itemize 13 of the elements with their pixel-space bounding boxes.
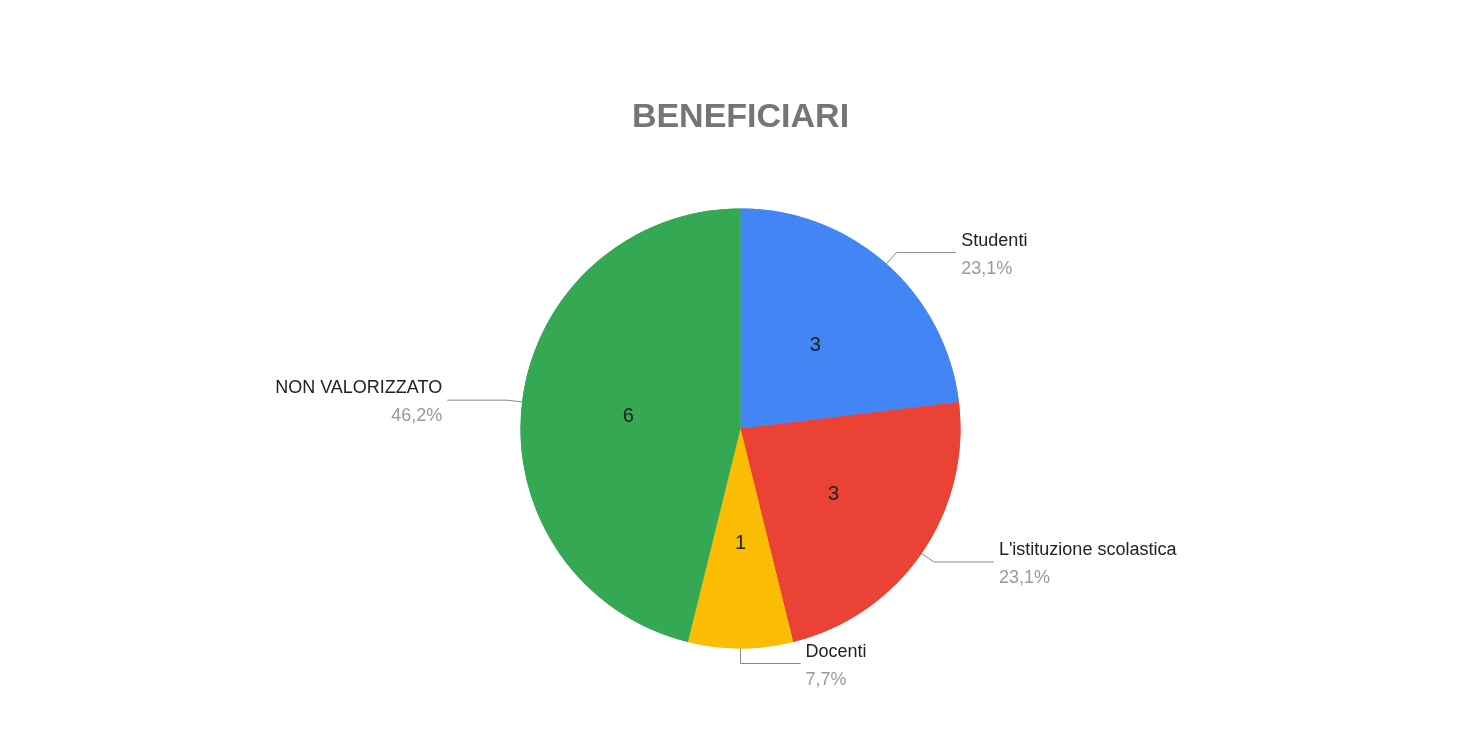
- slice-label: Studenti: [961, 229, 1028, 250]
- text: 7,7%: [805, 668, 847, 689]
- data-label: 3: [809, 332, 821, 355]
- text: 23,1%: [998, 567, 1050, 587]
- slice-label: Docenti: [805, 640, 867, 661]
- slice-label: L'istituzione scolastica: [998, 539, 1178, 559]
- data-label: 6: [622, 403, 634, 426]
- data-label: 3: [827, 481, 840, 504]
- text: 23,1%: [961, 257, 1013, 278]
- data-label: 1: [734, 530, 747, 553]
- chart-title: BENEFICIARI: [631, 96, 850, 134]
- slice-label: NON VALORIZZATO: [275, 377, 443, 398]
- text: 46,2%: [391, 405, 443, 426]
